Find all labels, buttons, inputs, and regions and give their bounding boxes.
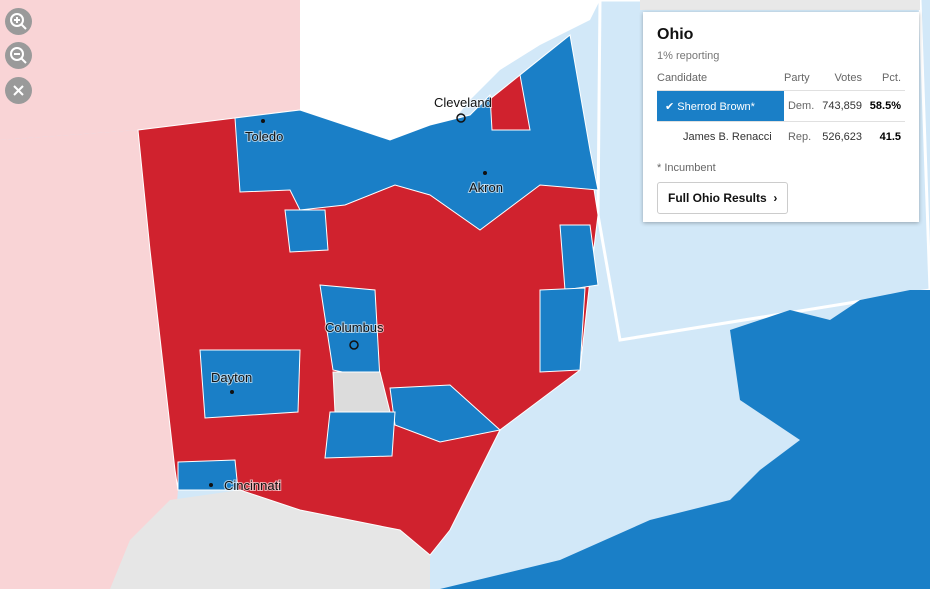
col-header: Party — [783, 72, 810, 84]
west-virginia — [440, 290, 930, 589]
county-dem — [177, 459, 239, 491]
results-panel: Ohio 1% reporting Candidate Party Votes … — [643, 12, 919, 222]
indiana — [0, 130, 178, 589]
close[interactable] — [5, 77, 32, 104]
zoom-out[interactable] — [5, 42, 32, 69]
county-no-results — [332, 371, 391, 413]
pct: 58.5% — [865, 90, 905, 122]
pct: 41.5 — [865, 121, 905, 152]
city-label: Toledo — [245, 129, 283, 144]
candidate: James B. Renacci — [657, 121, 784, 152]
reporting: 1% reporting — [657, 50, 720, 62]
party: Dem. — [783, 90, 818, 122]
votes: 743,859 — [817, 90, 866, 122]
county-dem — [199, 349, 301, 419]
col-header: Pct. — [882, 72, 901, 84]
votes: 526,623 — [817, 121, 866, 152]
party: Rep. — [783, 121, 818, 152]
city-dot — [230, 390, 234, 394]
col-header: Candidate — [657, 72, 708, 84]
button-label: Full Ohio Results — [668, 191, 767, 205]
kentucky — [110, 490, 430, 589]
ny — [640, 0, 920, 10]
michigan — [0, 0, 320, 140]
panel-title: Ohio — [657, 26, 694, 43]
col-header: Votes — [834, 72, 862, 84]
footnote: * Incumbent — [657, 162, 716, 174]
county-dem — [284, 209, 329, 253]
city-label: Akron — [469, 180, 503, 195]
city-label: Columbus — [325, 320, 384, 335]
candidate: ✔ Sherrod Brown* — [657, 90, 784, 122]
city-label: Cleveland — [434, 95, 492, 110]
county-dem — [559, 224, 599, 291]
city-dot — [261, 119, 265, 123]
lake-erie — [300, 0, 600, 150]
city-dot — [483, 171, 487, 175]
full-results-button[interactable]: Full Ohio Results › — [657, 182, 789, 214]
results-table: Candidate Party Votes Pct. ✔ Sherrod Bro… — [657, 72, 905, 152]
county-dem — [539, 287, 586, 373]
city-dot — [349, 340, 359, 350]
county-dem — [234, 34, 599, 231]
city-dot — [209, 483, 213, 487]
city-label: Dayton — [211, 370, 252, 385]
zoom-in[interactable] — [5, 8, 32, 35]
candidate-name: Sherrod Brown* — [677, 100, 755, 113]
county-dem — [324, 411, 396, 459]
city-label: Cincinnati — [224, 478, 281, 493]
city-dot — [456, 113, 466, 123]
